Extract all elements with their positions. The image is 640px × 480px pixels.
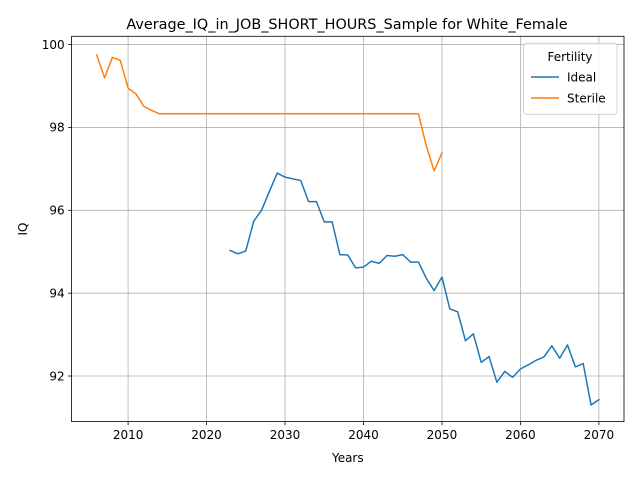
y-axis-label: IQ <box>16 223 30 236</box>
legend-title: Fertility <box>547 50 592 64</box>
legend-entries: Ideal Sterile <box>531 70 606 105</box>
chart-title: Average_IQ_in_JOB_SHORT_HOURS_Sample for… <box>126 17 567 33</box>
y-axis-ticks: 92 94 96 98 100 <box>42 38 72 383</box>
x-tick-label: 2050 <box>427 428 458 442</box>
x-tick-label: 2060 <box>505 428 536 442</box>
x-axis-ticks: 2010 2020 2030 2040 2050 2060 2070 <box>113 421 615 442</box>
x-tick-label: 2010 <box>113 428 144 442</box>
plot-area-frame <box>71 35 625 422</box>
legend-label-sterile: Sterile <box>567 91 606 105</box>
x-tick-label: 2070 <box>584 428 615 442</box>
x-tick-label: 2030 <box>270 428 301 442</box>
y-tick-label: 94 <box>49 286 64 300</box>
y-tick-label: 96 <box>49 204 64 218</box>
legend-frame <box>523 42 618 115</box>
y-tick-label: 98 <box>49 121 64 135</box>
series-line-ideal <box>229 172 600 406</box>
series-lines <box>95 53 600 406</box>
series-line-sterile <box>95 53 443 172</box>
y-tick-label: 100 <box>42 38 65 52</box>
grid-lines <box>71 36 624 422</box>
x-axis-label: Years <box>331 451 364 465</box>
legend: Fertility Ideal Sterile <box>523 42 618 115</box>
legend-label-ideal: Ideal <box>567 70 596 84</box>
x-tick-label: 2040 <box>348 428 379 442</box>
y-tick-label: 92 <box>49 369 64 383</box>
x-tick-label: 2020 <box>191 428 222 442</box>
